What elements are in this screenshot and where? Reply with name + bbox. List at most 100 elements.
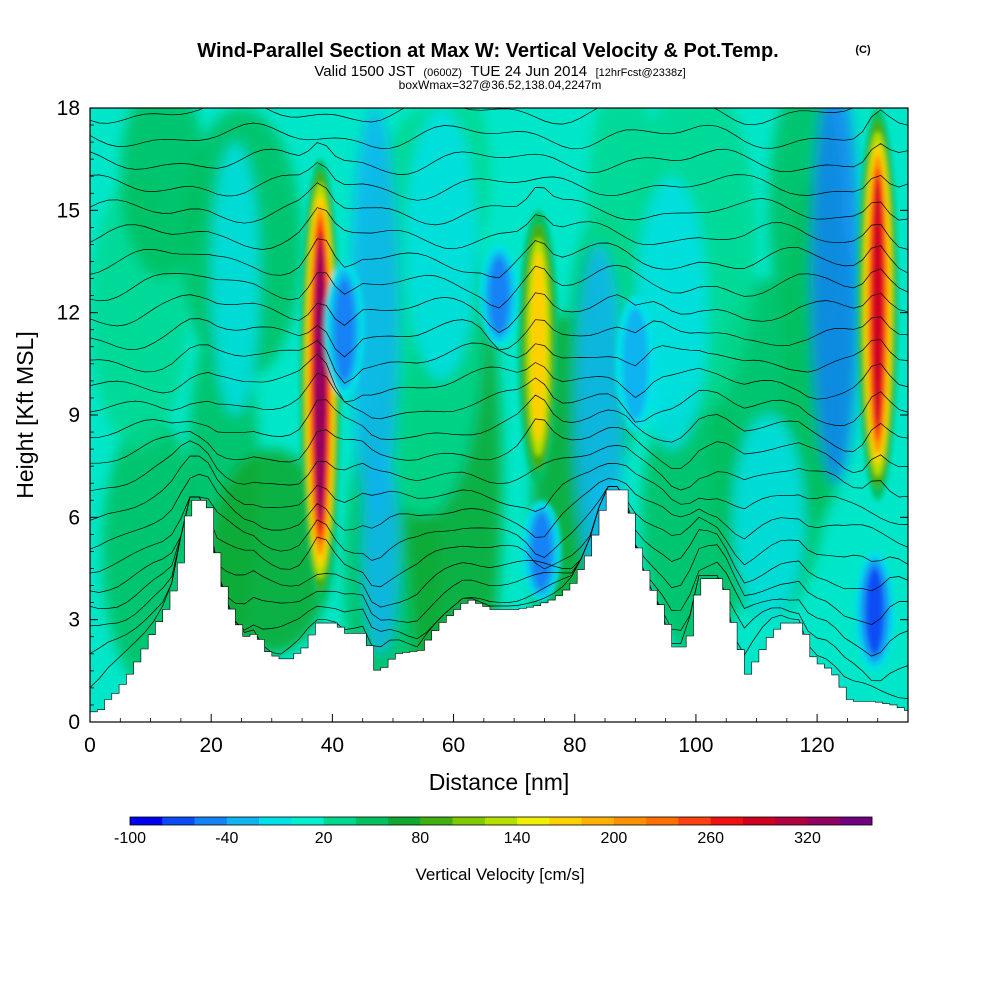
colorbar-swatch: [581, 817, 615, 825]
box-info: boxWmax=327@36.52,138.04,2247m: [399, 78, 602, 92]
colorbar-tick-label: 20: [315, 830, 333, 847]
updraft-core: [315, 241, 326, 521]
downdraft-core: [334, 279, 355, 381]
colorbar-swatch: [678, 817, 711, 825]
colorbar-tick-label: -100: [114, 830, 146, 847]
isentrope-line: [90, 418, 908, 474]
colorbar-label: Vertical Velocity [cm/s]: [415, 865, 584, 884]
x-tick-label: 60: [442, 734, 465, 757]
isentrope-line: [90, 108, 908, 126]
y-tick-label: 9: [68, 404, 80, 427]
isentrope-line: [90, 207, 908, 250]
y-tick-label: 6: [68, 506, 80, 529]
y-tick-label: 0: [68, 711, 80, 734]
colorbar-swatch: [355, 817, 389, 825]
field-patch: [120, 108, 206, 279]
terrain-mask: [90, 489, 908, 722]
colorbar-swatch: [710, 817, 744, 825]
y-axis: 0 3 6 9 12 15 18: [57, 97, 908, 734]
isentrope-line: [90, 486, 908, 574]
colorbar-tick-label: 260: [697, 830, 724, 847]
colorbar-swatch: [484, 817, 518, 825]
field-patch: [405, 108, 478, 381]
copyright-mark: (C): [855, 44, 871, 56]
colorbar-swatch: [130, 817, 163, 825]
y-axis-label: Height [Kft MSL]: [12, 331, 38, 498]
colorbar-swatch: [549, 817, 582, 825]
colorbar-swatch: [162, 817, 195, 825]
valid-date: TUE 24 Jun 2014: [470, 63, 587, 80]
field-patch: [362, 449, 400, 654]
colorbar-swatch: [613, 817, 647, 825]
isentrope-line: [90, 473, 908, 550]
isentrope-line: [90, 109, 908, 150]
isentrope-line: [90, 292, 908, 334]
x-tick-label: 40: [321, 734, 344, 757]
colorbar-swatch: [259, 817, 292, 825]
plot-area: [89, 107, 909, 723]
x-tick-label: 100: [678, 734, 713, 757]
isentrope-line: [90, 162, 908, 201]
colorbar-swatch: [742, 817, 776, 825]
x-axis: 0 20 40 60 80 100 120: [84, 714, 909, 757]
isentrope-line: [90, 264, 908, 309]
colorbar: -100 -40 20 80 140 200 260 320: [114, 816, 873, 847]
colorbar-swatch: [839, 817, 873, 825]
downdraft-core: [866, 569, 883, 653]
x-tick-label: 80: [563, 734, 586, 757]
colorbar-swatch: [452, 817, 486, 825]
downdraft-core: [489, 257, 509, 334]
x-tick-label: 20: [200, 734, 223, 757]
downdraft-core: [531, 513, 552, 590]
colorbar-swatch: [194, 817, 228, 825]
field-patch: [811, 108, 860, 484]
isentrope-line: [90, 486, 908, 593]
y-tick-label: 12: [57, 302, 80, 325]
updraft-core: [530, 251, 547, 443]
field-patch: [732, 414, 805, 620]
colorbar-swatch: [388, 817, 421, 825]
field-patch: [211, 449, 333, 654]
field-patch: [350, 108, 400, 518]
y-tick-label: 15: [57, 199, 80, 222]
downdraft-core: [622, 307, 649, 420]
isentrope-line: [90, 353, 908, 403]
forecast-info: [12hrFcst@2338z]: [596, 67, 686, 79]
colorbar-swatch: [291, 817, 324, 825]
colorbar-tick-label: -40: [215, 830, 238, 847]
isentrope-line: [90, 142, 908, 175]
field-cores: [300, 108, 898, 671]
colorbar-swatch: [807, 817, 841, 825]
colorbar-tick-label: 140: [504, 830, 531, 847]
isentrope-line: [90, 238, 908, 279]
colorbar-swatch: [323, 817, 357, 825]
valid-prefix: Valid 1500 JST: [314, 63, 415, 80]
terrain-profile: [90, 489, 908, 722]
colorbar-tick-label: 320: [794, 830, 821, 847]
field-patch: [211, 142, 260, 416]
colorbar-swatch: [775, 817, 808, 825]
colorbar-tick-label: 80: [411, 830, 429, 847]
colorbar-swatch: [226, 817, 260, 825]
isentrope-line: [90, 486, 908, 625]
chart-title: Wind-Parallel Section at Max W: Vertical…: [197, 40, 778, 62]
isentrope-line: [90, 455, 908, 525]
x-axis-label: Distance [nm]: [429, 769, 570, 795]
valid-utc: (0600Z): [423, 67, 462, 79]
colorbar-swatch: [646, 817, 679, 825]
colorbar-frame: [129, 816, 873, 826]
colorbar-tick-label: 200: [601, 830, 628, 847]
isentrope-line: [90, 182, 908, 226]
y-tick-label: 18: [57, 97, 80, 120]
isentrope-line: [90, 440, 908, 498]
colorbar-swatch: [420, 817, 453, 825]
updraft-core: [872, 178, 884, 430]
y-tick-label: 3: [68, 609, 80, 632]
isentrope-line: [90, 394, 908, 452]
x-tick-label: 0: [84, 734, 96, 757]
valid-line: Valid 1500 JST (0600Z) TUE 24 Jun 2014 […: [314, 63, 685, 80]
isentrope-line: [90, 372, 908, 426]
x-tick-label: 120: [800, 734, 835, 757]
isentrope-line: [90, 316, 908, 358]
